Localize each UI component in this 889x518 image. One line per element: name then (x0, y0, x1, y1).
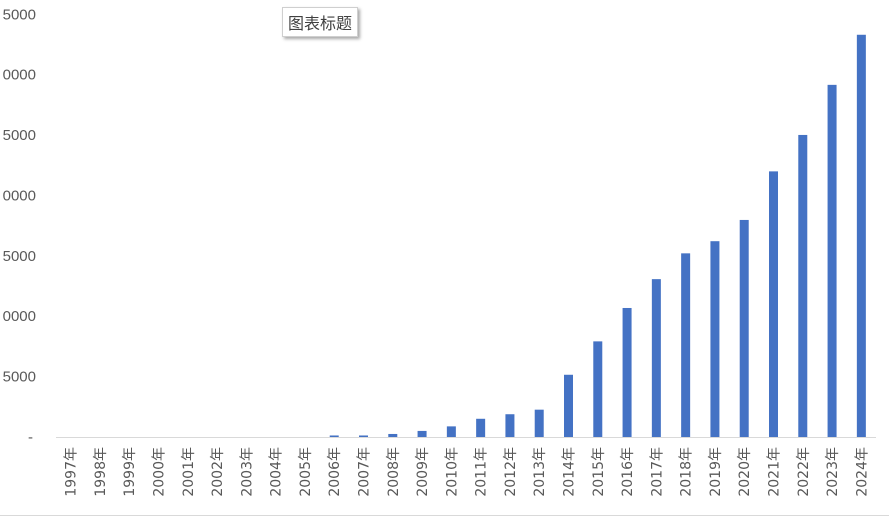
bar (827, 84, 837, 437)
x-tick-label: 2000年 (152, 447, 168, 497)
x-tick-label: 2024年 (854, 447, 870, 497)
bar (739, 219, 749, 437)
x-tick-label: 2003年 (239, 447, 255, 497)
bar (388, 433, 398, 437)
x-tick-label: 2022年 (796, 447, 812, 497)
bar (564, 374, 573, 437)
x-tick-label: 2006年 (327, 447, 343, 497)
x-tick-label: 2014年 (562, 447, 578, 497)
y-tick-label: - (28, 429, 33, 446)
x-tick-label: 2021年 (767, 447, 783, 497)
x-tick-label: 2007年 (357, 447, 373, 497)
y-tick-label: 5000 (3, 6, 36, 23)
x-tick-label: 2016年 (620, 447, 636, 497)
x-axis-labels: 1997年 1998年 1999年 2000年 2001年 2002年 2003年 2004年… (64, 447, 871, 497)
bar (359, 435, 368, 437)
bar (329, 435, 339, 437)
bar (769, 171, 778, 437)
y-tick-label: 5000 (3, 369, 36, 386)
divider (0, 515, 889, 516)
chart-title[interactable]: 图表标题 (282, 7, 359, 37)
x-tick-label: 2018年 (679, 447, 695, 497)
x-tick-label: 1998年 (93, 447, 109, 497)
x-tick-label: 2001年 (181, 447, 197, 497)
bar (856, 34, 866, 438)
bar (446, 426, 456, 437)
y-tick-label: 5000 (3, 127, 36, 144)
y-tick-label: 0000 (3, 308, 36, 325)
x-tick-label: 1999年 (122, 447, 138, 497)
x-tick-label: 2023年 (825, 447, 841, 497)
x-tick-label: 2005年 (298, 447, 314, 497)
x-tick-label: 2004年 (269, 447, 285, 497)
bars (329, 34, 866, 438)
bar (505, 414, 515, 437)
x-tick-label: 2010年 (444, 447, 460, 497)
x-tick-label: 1997年 (64, 447, 80, 497)
y-tick-label: 5000 (3, 248, 36, 265)
x-tick-label: 2013年 (532, 447, 548, 497)
bar (476, 418, 486, 437)
bar (622, 307, 632, 437)
bar (417, 430, 427, 437)
x-tick-label: 2008年 (386, 447, 402, 497)
y-axis-labels: - 5000 0000 5000 0000 5000 0000 5000 (3, 6, 36, 446)
bar (593, 341, 603, 437)
x-tick-label: 2015年 (591, 447, 607, 497)
bar (710, 241, 720, 437)
bar (681, 253, 691, 437)
y-tick-label: 0000 (3, 67, 36, 84)
x-tick-label: 2011年 (474, 447, 490, 497)
x-tick-label: 2019年 (708, 447, 724, 497)
bar (798, 134, 808, 438)
bar (651, 279, 661, 437)
x-tick-label: 2009年 (415, 447, 431, 497)
x-tick-label: 2020年 (737, 447, 753, 497)
y-tick-label: 0000 (3, 187, 36, 204)
x-tick-label: 2002年 (210, 447, 226, 497)
x-tick-label: 2012年 (503, 447, 519, 497)
bar (534, 409, 544, 437)
x-tick-label: 2017年 (649, 447, 665, 497)
